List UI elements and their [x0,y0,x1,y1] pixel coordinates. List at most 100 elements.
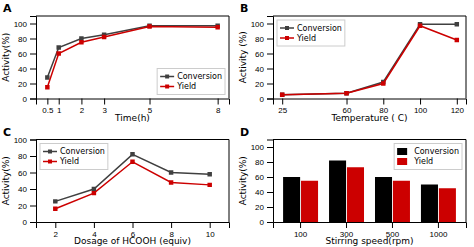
y-tick: 100 [14,20,36,29]
tick-label: 20 [255,80,264,89]
tick-label: 20 [18,202,27,211]
tick-mark [347,99,348,105]
tick-mark [383,99,384,105]
y-tick: 60 [255,50,273,59]
tick-label: 60 [18,50,27,59]
tick-mark [267,207,273,208]
y-tick: 100 [251,20,273,29]
tick-label: 10 [206,230,215,239]
tick-label: 20 [255,203,264,212]
tick-mark [30,54,36,55]
tick-label: 100 [294,230,308,239]
tick-label: 1 [57,106,62,115]
chart-title: A [3,2,12,15]
tick-label: 0 [260,95,265,104]
x-tick: 25 [278,99,287,116]
tick-label: 0 [23,95,28,104]
tick-mark [30,24,36,25]
marker [207,183,211,187]
axis-line [37,99,230,105]
tick-label: 20 [18,80,27,89]
tick-label: 60 [255,50,264,59]
axis-line [466,140,467,223]
axis-line [229,16,230,99]
marker [169,170,173,174]
marker [207,172,211,176]
y-tick: 80 [255,35,273,44]
bar [283,177,300,222]
tick-label: 3 [102,106,107,115]
tick-label: 80 [18,152,27,161]
legend: ConversionYield [394,144,462,170]
x-tick: 2 [54,222,59,239]
bar [439,188,456,222]
tick-mark [267,177,273,178]
bar [347,167,364,222]
legend-box [394,144,462,170]
legend-swatch [285,26,289,30]
marker [56,51,60,55]
line [282,24,457,95]
legend-swatch [165,85,169,89]
tick-mark [30,39,36,40]
x-tick: 100 [414,99,428,116]
legend-box [157,69,225,95]
y-tick: 80 [18,35,36,44]
tick-label: 40 [18,185,27,194]
chart-title: B [240,2,248,15]
x-tick: 10 [206,222,215,239]
y-tick: 40 [255,188,273,197]
legend-label: Yield [59,157,79,166]
y-axis: 020406080100 [14,136,37,228]
tick-label: 0.5 [42,106,54,115]
y-axis-title: Activity(%) [1,33,11,82]
line [55,154,209,201]
tick-mark [150,99,151,105]
x-tick: 120 [451,99,465,116]
legend-label: Conversion [60,147,105,156]
x-axis-title: Dosage of HCOOH (equiv) [74,236,191,246]
y-tick: 80 [18,152,36,161]
marker [56,45,60,49]
marker [147,24,151,28]
tick-mark [420,99,421,105]
y-axis: 020406080100 [251,140,274,227]
legend-box [277,20,345,46]
legend-label: Yield [413,157,433,166]
axis-line [267,140,274,223]
tick-mark [267,147,273,148]
y-axis-title: Activity(%) [238,156,248,205]
marker [344,91,348,95]
axis-line [466,16,467,99]
tick-mark [81,99,82,105]
tick-mark [94,222,95,228]
axis-line [30,140,37,223]
tick-mark [300,222,301,228]
tick-label: 120 [451,106,465,115]
tick-mark [30,156,36,157]
marker [45,75,49,79]
legend-label: Conversion [177,72,222,81]
tick-mark [30,99,36,100]
tick-mark [30,69,36,70]
marker [215,25,219,29]
marker [130,152,134,156]
bar [393,181,410,222]
tick-mark [47,99,48,105]
tick-mark [30,84,36,85]
marker [53,207,57,211]
tick-label: 80 [18,35,27,44]
tick-mark [267,54,273,55]
y-tick: 0 [23,95,36,104]
marker [102,35,106,39]
legend-label: Conversion [414,147,459,156]
tick-mark [267,84,273,85]
x-tick: 1000 [430,222,448,239]
y-tick: 60 [18,50,36,59]
marker [92,191,96,195]
figure: 0.512358020406080100ATime(h)Activity(%)C… [0,0,474,247]
x-axis-title: Temperature ( C) [330,113,407,123]
tick-mark [55,222,56,228]
y-axis: 020406080100 [251,17,274,104]
tick-mark [218,99,219,105]
